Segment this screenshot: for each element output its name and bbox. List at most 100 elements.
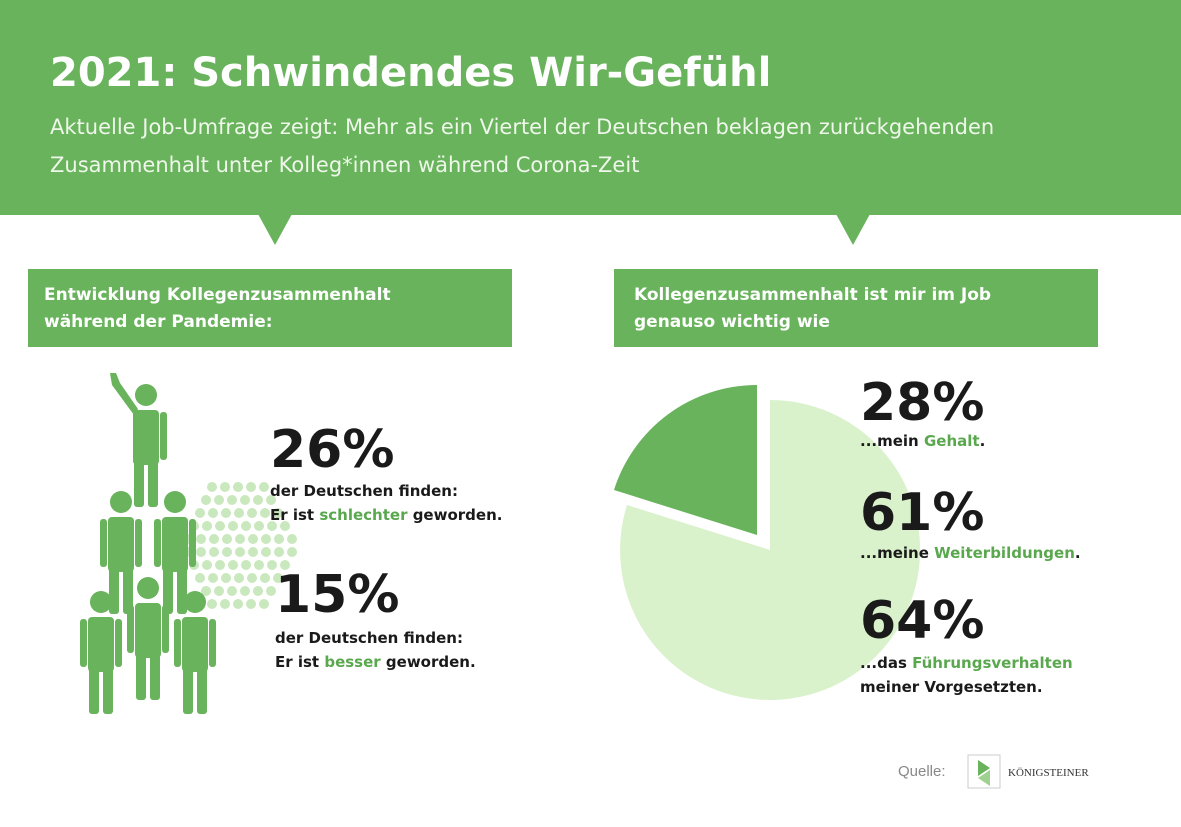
person: [110, 373, 167, 507]
logo-mark: [978, 760, 990, 776]
dot: [195, 508, 205, 518]
dot: [222, 547, 232, 557]
person-leg: [163, 568, 173, 614]
dot: [246, 599, 256, 609]
dot: [227, 495, 237, 505]
dot: [201, 586, 211, 596]
person-leg: [148, 461, 158, 507]
highlight: Weiterbildungen: [934, 544, 1075, 562]
dot: [259, 599, 269, 609]
text-segment: Er ist: [275, 653, 324, 671]
dot: [209, 534, 219, 544]
subtitle: Aktuelle Job-Umfrage zeigt: Mehr als ein…: [50, 115, 994, 139]
dot: [233, 599, 243, 609]
panel-heading: Kollegenzusammenhalt ist mir im Job: [634, 285, 991, 305]
text-segment: der Deutschen finden:: [275, 629, 463, 647]
right-heading-box: [614, 269, 1098, 347]
dot: [241, 560, 251, 570]
dot: [273, 508, 283, 518]
dot: [220, 599, 230, 609]
person-arm: [110, 373, 138, 415]
stat-text: ...meine Weiterbildungen.: [860, 544, 1081, 562]
dot: [195, 573, 205, 583]
header-band: [0, 0, 1181, 215]
dot: [209, 547, 219, 557]
dot: [247, 573, 257, 583]
stat-figure: 26%: [270, 420, 394, 480]
dot: [202, 560, 212, 570]
text-segment: ...das: [860, 654, 912, 672]
person-head: [135, 384, 157, 406]
dot: [260, 573, 270, 583]
person-body: [133, 410, 159, 465]
dot: [228, 521, 238, 531]
left-heading-box: [28, 269, 512, 347]
person: [100, 491, 142, 614]
dot: [202, 521, 212, 531]
dot: [273, 573, 283, 583]
person: [174, 591, 216, 714]
person-head: [164, 491, 186, 513]
highlight: Führungsverhalten: [912, 654, 1073, 672]
dot-pattern: [183, 482, 297, 609]
header-pointer: [836, 214, 870, 245]
person-arm: [127, 605, 134, 653]
dot: [259, 482, 269, 492]
dot: [253, 586, 263, 596]
dot: [233, 482, 243, 492]
dot: [234, 508, 244, 518]
dot: [253, 495, 263, 505]
dot: [240, 586, 250, 596]
person-arm: [115, 619, 122, 667]
dot: [266, 586, 276, 596]
dot: [261, 534, 271, 544]
dot: [247, 508, 257, 518]
dot: [274, 534, 284, 544]
person-body: [135, 603, 161, 658]
dot: [248, 534, 258, 544]
person-head: [110, 491, 132, 513]
person-arm: [135, 519, 142, 567]
dot: [215, 560, 225, 570]
person: [127, 577, 169, 700]
dot: [201, 495, 211, 505]
panel-heading: genauso wichtig wie: [634, 312, 830, 332]
dot: [235, 534, 245, 544]
person-leg: [183, 668, 193, 714]
dot: [220, 482, 230, 492]
stat-figure: 28%: [860, 373, 984, 433]
person-body: [162, 517, 188, 572]
people-pyramid: [80, 373, 216, 714]
stat-figure: 61%: [860, 483, 984, 543]
person-arm: [209, 619, 216, 667]
stat-text: ...mein Gehalt.: [860, 432, 985, 450]
stat-text: meiner Vorgesetzten.: [860, 678, 1043, 696]
title: 2021: Schwindendes Wir-Gefühl: [50, 50, 771, 96]
dot: [287, 547, 297, 557]
highlight: schlechter: [319, 506, 408, 524]
text-segment: der Deutschen finden:: [270, 482, 458, 500]
person-body: [108, 517, 134, 572]
person-leg: [103, 668, 113, 714]
dot: [228, 560, 238, 570]
person-leg: [136, 654, 146, 700]
text-segment: .: [1075, 544, 1081, 562]
person-head: [137, 577, 159, 599]
person-arm: [80, 619, 87, 667]
text-segment: meiner Vorgesetzten.: [860, 678, 1043, 696]
dot: [240, 495, 250, 505]
dot: [260, 508, 270, 518]
person-leg: [134, 461, 144, 507]
header-pointer: [258, 214, 292, 245]
dot: [227, 586, 237, 596]
dot: [241, 521, 251, 531]
stat-text: ...das Führungsverhalten: [860, 654, 1073, 672]
dot: [266, 495, 276, 505]
dot: [214, 495, 224, 505]
dot: [234, 573, 244, 583]
person-body: [88, 617, 114, 672]
dot: [215, 521, 225, 531]
text-segment: .: [980, 432, 986, 450]
dot: [254, 521, 264, 531]
dot: [207, 599, 217, 609]
